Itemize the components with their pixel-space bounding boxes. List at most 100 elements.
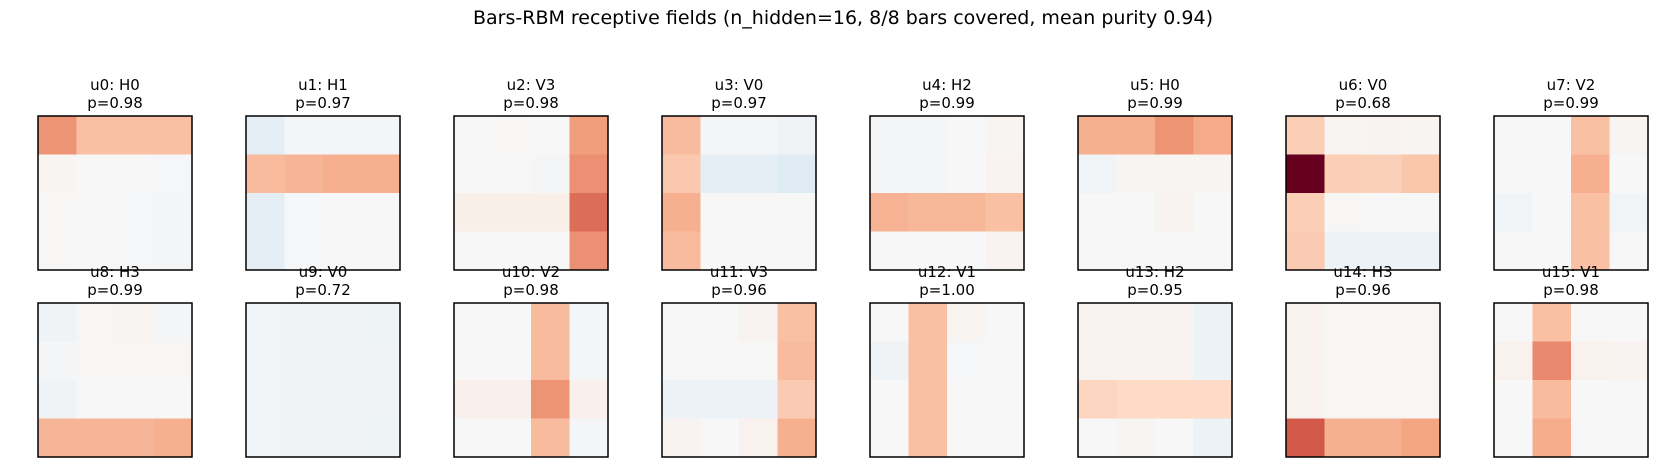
unit-panel: u8: H3p=0.99 bbox=[37, 263, 193, 458]
panel-frame bbox=[453, 302, 609, 458]
heatmap-cell bbox=[739, 231, 778, 271]
unit-label: u3: V0 bbox=[715, 76, 764, 94]
heatmap-cell bbox=[985, 116, 1025, 155]
heatmap-cell bbox=[361, 154, 401, 194]
heatmap-cell bbox=[531, 418, 570, 458]
heatmap-cell bbox=[777, 116, 817, 155]
heatmap-cell bbox=[1078, 154, 1117, 194]
heatmap-cell bbox=[1116, 193, 1156, 232]
purity-label: p=0.97 bbox=[295, 94, 351, 112]
unit-label: u9: V0 bbox=[299, 263, 348, 281]
panel-frame bbox=[453, 115, 609, 271]
heatmap-cell bbox=[284, 193, 324, 232]
heatmap-cell bbox=[531, 341, 570, 381]
heatmap-cell bbox=[361, 303, 401, 342]
panel-frame bbox=[245, 115, 401, 271]
heatmap-cell bbox=[947, 303, 986, 342]
unit-panel: u13: H2p=0.95 bbox=[1077, 263, 1233, 458]
heatmap-cell bbox=[947, 231, 986, 271]
heatmap-cell bbox=[662, 380, 701, 419]
heatmap-cell bbox=[985, 154, 1025, 194]
heatmap-cell bbox=[1155, 380, 1194, 419]
unit-panel: u12: V1p=1.00 bbox=[869, 263, 1025, 458]
heatmap-cell bbox=[1401, 116, 1441, 155]
heatmap-cell bbox=[1363, 341, 1402, 381]
heatmap-cell bbox=[1363, 193, 1402, 232]
heatmap-cell bbox=[115, 154, 154, 194]
heatmap-cell bbox=[1571, 303, 1610, 342]
heatmap-cell bbox=[38, 380, 77, 419]
heatmap-cell bbox=[492, 380, 532, 419]
heatmap-cell bbox=[1116, 231, 1156, 271]
heatmap-cell bbox=[985, 341, 1025, 381]
heatmap-cell bbox=[284, 418, 324, 458]
heatmap-cell bbox=[246, 380, 285, 419]
panel-frame bbox=[37, 115, 193, 271]
heatmap-cell bbox=[1532, 418, 1572, 458]
unit-panel: u5: H0p=0.99 bbox=[1077, 76, 1233, 271]
heatmap-cell bbox=[739, 193, 778, 232]
heatmap-cell bbox=[985, 193, 1025, 232]
heatmap-cell bbox=[1286, 380, 1325, 419]
heatmap-cell bbox=[153, 154, 193, 194]
heatmap-cell bbox=[361, 380, 401, 419]
unit-label: u5: H0 bbox=[1130, 76, 1180, 94]
unit-label: u7: V2 bbox=[1547, 76, 1596, 94]
unit-label: u4: H2 bbox=[922, 76, 972, 94]
heatmap-cell bbox=[492, 116, 532, 155]
heatmap-cell bbox=[1571, 341, 1610, 381]
heatmap-cell bbox=[76, 116, 116, 155]
purity-label: p=0.98 bbox=[503, 281, 559, 299]
heatmap-cell bbox=[1116, 303, 1156, 342]
purity-label: p=1.00 bbox=[919, 281, 975, 299]
heatmap-cell bbox=[1609, 341, 1649, 381]
heatmap-cell bbox=[870, 418, 909, 458]
heatmap-cell bbox=[985, 380, 1025, 419]
heatmap-cell bbox=[1494, 116, 1533, 155]
heatmap-cell bbox=[870, 341, 909, 381]
heatmap-cell bbox=[1286, 193, 1325, 232]
heatmap-cell bbox=[361, 193, 401, 232]
heatmap-cell bbox=[1155, 193, 1194, 232]
heatmap-cell bbox=[361, 418, 401, 458]
heatmap-cell bbox=[870, 116, 909, 155]
heatmap-cell bbox=[777, 154, 817, 194]
heatmap-cell bbox=[700, 303, 740, 342]
heatmap-cell bbox=[700, 116, 740, 155]
heatmap-cell bbox=[1571, 380, 1610, 419]
heatmap-cell bbox=[361, 341, 401, 381]
heatmap-cell bbox=[1193, 116, 1233, 155]
heatmap-cell bbox=[153, 380, 193, 419]
purity-label: p=0.98 bbox=[503, 94, 559, 112]
panel-frame bbox=[1077, 115, 1233, 271]
heatmap-cell bbox=[323, 116, 362, 155]
heatmap-cell bbox=[115, 193, 154, 232]
heatmap-cell bbox=[1609, 231, 1649, 271]
heatmap-cell bbox=[1609, 380, 1649, 419]
heatmap-cell bbox=[870, 231, 909, 271]
heatmap-cell bbox=[38, 418, 77, 458]
heatmap-cell bbox=[323, 341, 362, 381]
heatmap-cell bbox=[1193, 341, 1233, 381]
heatmap-cell bbox=[38, 116, 77, 155]
unit-label: u13: H2 bbox=[1125, 263, 1184, 281]
heatmap-cell bbox=[947, 193, 986, 232]
heatmap-cell bbox=[1078, 380, 1117, 419]
heatmap-cell bbox=[1155, 341, 1194, 381]
heatmap-cell bbox=[1532, 231, 1572, 271]
heatmap-cell bbox=[1363, 380, 1402, 419]
heatmap-cell bbox=[1609, 193, 1649, 232]
heatmap-cell bbox=[1494, 193, 1533, 232]
heatmap-cell bbox=[246, 231, 285, 271]
heatmap-cell bbox=[908, 231, 948, 271]
heatmap-cell bbox=[1532, 154, 1572, 194]
heatmap-cell bbox=[1571, 418, 1610, 458]
figure-title: Bars-RBM receptive fields (n_hidden=16, … bbox=[473, 7, 1213, 29]
heatmap-cell bbox=[1494, 418, 1533, 458]
heatmap-cell bbox=[947, 116, 986, 155]
heatmap-cell bbox=[246, 303, 285, 342]
heatmap-cell bbox=[1193, 303, 1233, 342]
heatmap-cell bbox=[1532, 193, 1572, 232]
heatmap-cell bbox=[777, 303, 817, 342]
heatmap-cell bbox=[870, 380, 909, 419]
